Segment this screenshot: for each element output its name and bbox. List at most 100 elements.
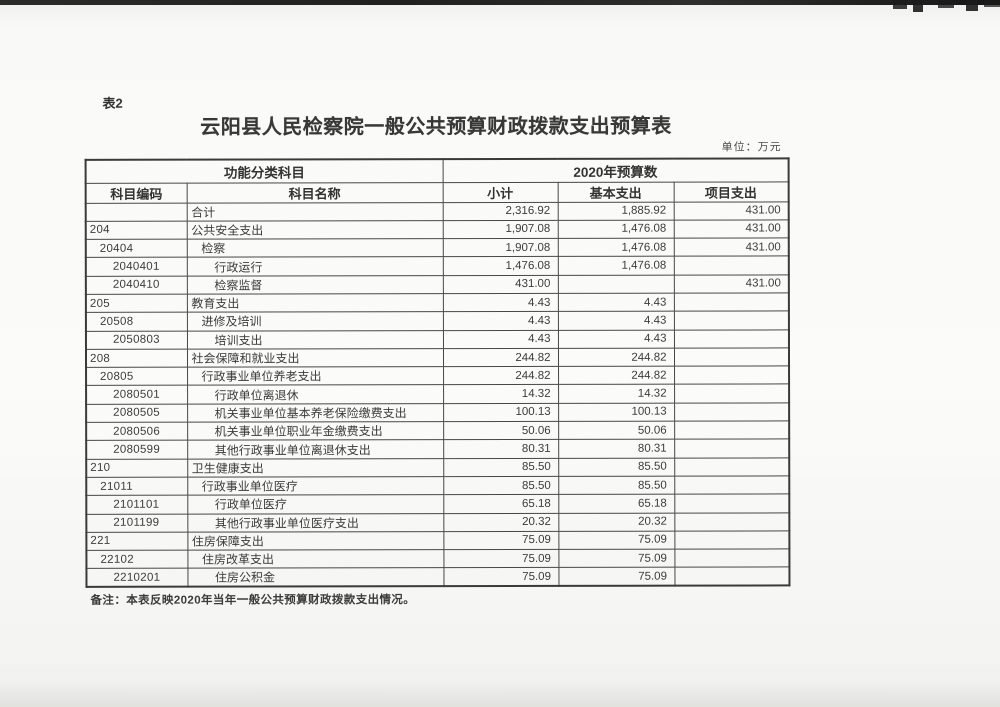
- table-number-label: 表2: [102, 95, 123, 111]
- cell-subtotal: 20.32: [443, 512, 559, 532]
- cell-subject-name: 住房改革支出: [187, 549, 444, 569]
- cell-project-expenditure: [674, 512, 790, 531]
- table-row: 2040401 行政运行 1,476.08 1,476.08: [85, 256, 789, 277]
- table-row: 2210201 住房公积金 75.09 75.09: [86, 567, 790, 588]
- cell-subject-name: 公共安全支出: [186, 220, 443, 240]
- cell-project-expenditure: [674, 384, 790, 403]
- cell-subject-code: 2080501: [86, 385, 188, 405]
- cell-subtotal: 431.00: [442, 275, 558, 294]
- table-header-group-row: 功能分类科目 2020年预算数: [85, 158, 789, 183]
- scan-corner-mark: [913, 0, 923, 12]
- cell-basic-expenditure: 20.32: [558, 512, 675, 532]
- cell-project-expenditure: [674, 567, 790, 587]
- cell-subject-code: 2080505: [86, 403, 188, 423]
- cell-basic-expenditure: 4.43: [557, 293, 674, 312]
- cell-basic-expenditure: 75.09: [558, 530, 675, 550]
- cell-subject-code: 2080599: [86, 440, 188, 460]
- cell-basic-expenditure: 75.09: [558, 549, 675, 568]
- cell-subtotal: 80.31: [443, 439, 559, 459]
- cell-subject-code: 20508: [85, 312, 187, 331]
- column-group-2020-budget: 2020年预算数: [442, 158, 789, 183]
- cell-subtotal: 100.13: [443, 403, 559, 422]
- scan-corner-mark: [984, 0, 1000, 7]
- cell-basic-expenditure: 1,885.92: [557, 201, 674, 221]
- cell-basic-expenditure: 65.18: [558, 494, 675, 513]
- table-row: 22102 住房改革支出 75.09 75.09: [86, 549, 790, 569]
- scan-corner-mark: [893, 0, 907, 9]
- cell-basic-expenditure: 4.43: [557, 311, 674, 330]
- cell-project-expenditure: [674, 457, 790, 477]
- cell-basic-expenditure: 4.43: [557, 329, 674, 349]
- table-header-columns-row: 科目编码 科目名称 小计 基本支出 项目支出: [85, 181, 789, 203]
- cell-basic-expenditure: 1,476.08: [557, 219, 674, 239]
- cell-project-expenditure: [673, 256, 789, 275]
- table-row: 2101101 行政单位医疗 65.18 65.18: [86, 494, 790, 514]
- cell-subject-code: 2101101: [86, 495, 188, 514]
- cell-project-expenditure: [674, 402, 790, 422]
- cell-subject-name: 机关事业单位基本养老保险缴费支出: [187, 403, 444, 423]
- cell-subtotal: 1,476.08: [442, 256, 558, 276]
- cell-basic-expenditure: 85.50: [558, 457, 675, 477]
- cell-subject-name: 培训支出: [186, 330, 443, 350]
- cell-basic-expenditure: 244.82: [558, 366, 675, 385]
- table-row: 合计 2,316.92 1,885.92 431.00: [85, 201, 789, 222]
- cell-project-expenditure: [673, 292, 789, 312]
- cell-subject-code: 2040401: [85, 257, 187, 277]
- cell-project-expenditure: [673, 329, 789, 349]
- cell-subject-name: 合计: [186, 202, 443, 221]
- cell-subtotal: 14.32: [443, 384, 559, 404]
- cell-project-expenditure: [674, 439, 790, 458]
- cell-subject-name: 其他行政事业单位医疗支出: [187, 513, 444, 532]
- table-row: 2080506 机关事业单位职业年金缴费支出 50.06 50.06: [86, 420, 790, 441]
- cell-basic-expenditure: 75.09: [558, 567, 675, 587]
- cell-subtotal: 4.43: [442, 293, 558, 312]
- cell-subject-name: 检察监督: [186, 275, 443, 295]
- cell-basic-expenditure: 1,476.08: [557, 238, 674, 257]
- cell-subtotal: 75.09: [443, 531, 559, 550]
- table-row: 20805 行政事业单位养老支出 244.82 244.82: [86, 366, 790, 386]
- cell-subject-name: 教育支出: [186, 293, 443, 313]
- cell-project-expenditure: 431.00: [673, 219, 789, 239]
- cell-subtotal: 85.50: [443, 476, 559, 495]
- unit-note: 单位：万元: [721, 141, 782, 154]
- column-header-basic-expenditure: 基本支出: [557, 181, 674, 202]
- cell-project-expenditure: [674, 366, 790, 385]
- cell-subject-name: 卫生健康支出: [187, 458, 444, 478]
- cell-subject-code: 2210201: [86, 568, 188, 588]
- cell-subject-name: 行政单位医疗: [187, 494, 444, 514]
- cell-subtotal: 244.82: [443, 366, 559, 386]
- cell-subject-name: 住房保障支出: [187, 531, 444, 551]
- cell-subtotal: 75.09: [443, 567, 559, 587]
- cell-subject-code: 20404: [85, 239, 187, 258]
- cell-subject-code: 2050803: [85, 330, 187, 350]
- cell-subject-code: 204: [85, 220, 187, 240]
- cell-project-expenditure: [674, 530, 790, 550]
- cell-subject-code: 22102: [86, 550, 188, 569]
- cell-subtotal: 4.43: [442, 311, 558, 331]
- cell-subject-name: 社会保障和就业支出: [186, 348, 444, 368]
- table-row: 208 社会保障和就业支出 244.82 244.82: [85, 347, 790, 368]
- cell-basic-expenditure: 80.31: [558, 439, 675, 459]
- cell-basic-expenditure: 1,476.08: [557, 256, 674, 276]
- column-header-subject-name: 科目名称: [186, 182, 443, 203]
- cell-subject-code: 20805: [86, 367, 188, 386]
- table-row: 20508 进修及培训 4.43 4.43: [85, 311, 789, 331]
- table-row: 21011 行政事业单位医疗 85.50 85.50: [86, 475, 790, 496]
- cell-subject-name: 其他行政事业单位离退休支出: [187, 439, 444, 459]
- scan-top-edge-artifact: [0, 0, 1000, 5]
- cell-subtotal: 65.18: [443, 494, 559, 514]
- table-row: 2080599 其他行政事业单位离退休支出 80.31 80.31: [86, 439, 790, 460]
- table-row: 210 卫生健康支出 85.50 85.50: [86, 457, 790, 478]
- cell-subject-code: 210: [86, 458, 188, 478]
- footnote: 备注：本表反映2020年当年一般公共预算财政拨款支出情况。: [90, 594, 416, 607]
- cell-subtotal: 2,316.92: [442, 201, 558, 221]
- table-row: 205 教育支出 4.43 4.43: [85, 292, 789, 313]
- cell-subject-code: 205: [85, 294, 187, 313]
- page-title: 云阳县人民检察院一般公共预算财政拨款支出预算表: [200, 115, 672, 139]
- cell-subtotal: 50.06: [443, 421, 559, 440]
- scan-bottom-shade: [0, 681, 1000, 707]
- cell-subtotal: 85.50: [443, 458, 559, 477]
- cell-subtotal: 1,907.08: [442, 238, 558, 258]
- scan-corner-mark: [966, 0, 978, 11]
